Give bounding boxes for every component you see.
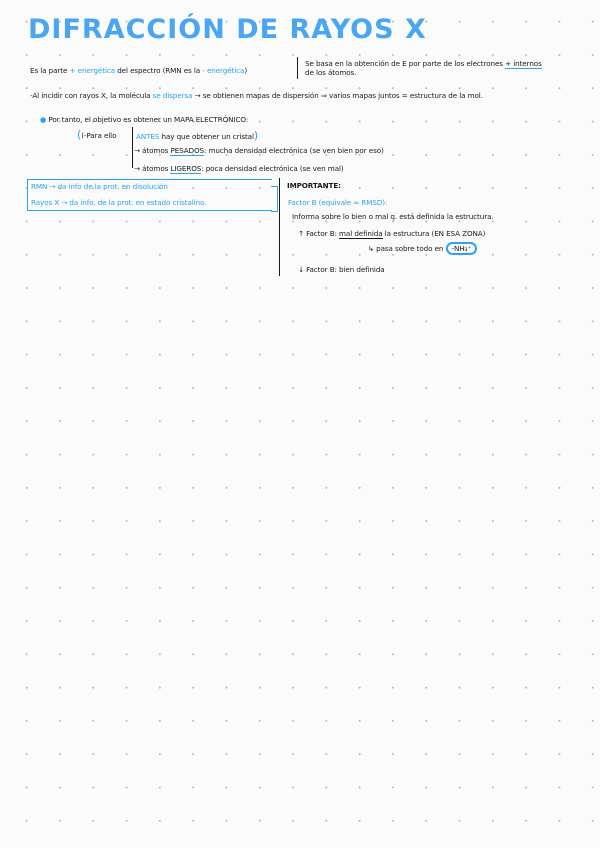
- text: hay que obtener un cristal: [159, 132, 254, 141]
- highlight: ANTES: [136, 132, 160, 141]
- box-line-rmn: RMN → da info de la prot. en disolución: [31, 182, 168, 191]
- text: la estructura (EN ESA ZONA): [382, 229, 486, 238]
- text: : mucha densidad electrónica (se ven bie…: [204, 146, 384, 155]
- divider: [279, 178, 281, 276]
- highlight: PESADOS: [170, 146, 205, 156]
- text: : poca densidad electrónica (se ven mal): [201, 164, 344, 173]
- circled-nh3: -NH₃⁺: [445, 242, 478, 255]
- text: de los átomos.: [305, 68, 357, 77]
- underlined: mal definida: [339, 229, 383, 239]
- intro-text: Es la parte + energética del espectro (R…: [30, 66, 247, 75]
- text: → se obtienen mapas de dispersión ⇒ vari…: [192, 91, 483, 100]
- text: -Al incidir con rayos X, la molécula: [30, 91, 153, 100]
- antes-text: ANTES hay que obtener un cristal): [136, 129, 258, 142]
- bullet-icon: ●: [40, 115, 47, 124]
- side-note: Se basa en la obtención de E por parte d…: [305, 59, 542, 77]
- divider: [297, 57, 299, 79]
- text: Es la parte: [30, 66, 70, 75]
- highlight: + internos: [505, 59, 542, 69]
- text: Se basa en la obtención de E por parte d…: [305, 59, 506, 68]
- factor-down-text: ↓ Factor B: bien definida: [298, 265, 385, 274]
- para-ello: ((-Para ello: [77, 128, 117, 141]
- paren: ): [253, 129, 259, 142]
- text: ↑ Factor B:: [298, 229, 340, 238]
- factor-up-text: ↑ Factor B: mal definida la estructura (…: [298, 229, 486, 239]
- importante-heading: IMPORTANTE:: [287, 181, 341, 190]
- tree-line: [132, 127, 133, 168]
- highlight: + energética: [69, 66, 116, 75]
- box-line-rayos: Rayos X → da info. de la prot. en estado…: [31, 198, 207, 207]
- text: → átomos: [134, 146, 171, 155]
- highlight: se dispersa: [152, 91, 193, 100]
- text: ↳ pasa sobre todo en: [368, 244, 446, 253]
- page-title: DIFRACCIÓN DE RAYOS X: [28, 14, 427, 45]
- highlight: LIGEROS: [170, 164, 202, 174]
- incidir-text: -Al incidir con rayos X, la molécula se …: [30, 91, 483, 100]
- text: → átomos: [134, 164, 171, 173]
- pesados-text: → átomos PESADOS: mucha densidad electró…: [134, 146, 384, 156]
- pasa-text: ↳ pasa sobre todo en -NH₃⁺: [368, 242, 478, 255]
- factor-b-heading: Factor B (equivale ≈ RMSD):: [288, 198, 388, 207]
- informa-text: Informa sobre lo bien o mal q. está defi…: [292, 212, 494, 221]
- bullet-objetivo: ● Por tanto, el objetivo es obtener un M…: [40, 115, 248, 124]
- text: ): [244, 66, 248, 75]
- comparison-box: [27, 179, 278, 212]
- text: del espectro (RMN es la: [115, 66, 203, 75]
- text: (-Para ello: [81, 131, 117, 140]
- ligeros-text: → átomos LIGEROS: poca densidad electrón…: [134, 164, 344, 174]
- highlight: - energética: [202, 66, 245, 75]
- text: Por tanto, el objetivo es obtener un MAP…: [48, 115, 249, 124]
